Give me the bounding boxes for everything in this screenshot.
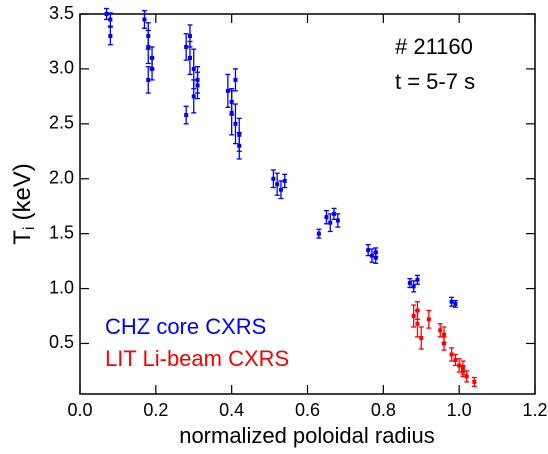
point — [191, 94, 196, 99]
point — [415, 308, 420, 313]
point — [328, 220, 333, 225]
x-tick-label: 0.4 — [219, 400, 244, 420]
point — [233, 121, 238, 126]
point — [449, 352, 454, 357]
y-tick-label: 1.0 — [49, 277, 74, 297]
point — [426, 317, 431, 322]
point — [411, 284, 416, 289]
point — [369, 253, 374, 258]
point — [142, 17, 147, 22]
point — [438, 328, 443, 333]
point — [324, 215, 329, 220]
point — [373, 255, 378, 260]
y-tick-label: 1.5 — [49, 222, 74, 242]
point — [464, 374, 469, 379]
point — [453, 357, 458, 362]
point — [407, 281, 412, 286]
point — [104, 12, 109, 16]
point — [415, 321, 420, 326]
point — [282, 178, 287, 183]
point — [366, 248, 371, 253]
x-tick-label: 0.0 — [67, 400, 92, 420]
point — [195, 83, 200, 88]
point — [460, 365, 465, 370]
point — [191, 66, 196, 71]
point — [316, 231, 321, 236]
y-label-main: T — [9, 230, 36, 245]
point — [472, 379, 477, 384]
y-tick-label: 0.5 — [49, 332, 74, 352]
y-tick-label: 3.0 — [49, 58, 74, 78]
point — [419, 335, 424, 340]
x-tick-label: 1.0 — [447, 400, 472, 420]
point — [415, 277, 420, 282]
point — [332, 211, 337, 216]
point — [271, 176, 276, 181]
y-label-sub: i — [21, 227, 38, 231]
x-tick-label: 0.2 — [143, 400, 168, 420]
point — [278, 187, 283, 192]
point — [146, 44, 151, 49]
point — [442, 341, 446, 346]
legend-entry: LIT Li-beam CXRS — [105, 346, 289, 371]
point — [237, 143, 242, 148]
point — [108, 17, 113, 22]
y-axis-label: Ti (keV) — [9, 163, 38, 245]
point — [442, 332, 446, 337]
x-tick-label: 0.8 — [371, 400, 396, 420]
point — [373, 250, 378, 255]
x-axis-label: normalized poloidal radius — [179, 423, 435, 448]
point — [187, 33, 192, 38]
point — [225, 88, 230, 93]
point — [411, 314, 416, 319]
point — [108, 33, 113, 38]
annotation: # 21160 — [395, 34, 473, 59]
point — [187, 55, 192, 60]
point — [233, 77, 238, 82]
annotation: t = 5-7 s — [395, 69, 475, 94]
x-tick-label: 1.2 — [522, 400, 547, 420]
point — [229, 99, 234, 104]
y-tick-label: 2.0 — [49, 167, 74, 187]
legend-entry: CHZ core CXRS — [105, 314, 266, 339]
point — [449, 299, 454, 304]
y-tick-label: 2.5 — [49, 113, 74, 133]
point — [275, 182, 280, 187]
y-label-unit: (keV) — [9, 163, 36, 220]
point — [335, 218, 340, 223]
point — [146, 77, 151, 82]
x-tick-label: 0.6 — [295, 400, 320, 420]
point — [184, 113, 189, 118]
point — [453, 301, 458, 306]
point — [184, 44, 189, 49]
point — [457, 363, 462, 368]
point — [150, 55, 155, 60]
y-tick-label: 3.5 — [49, 3, 74, 23]
